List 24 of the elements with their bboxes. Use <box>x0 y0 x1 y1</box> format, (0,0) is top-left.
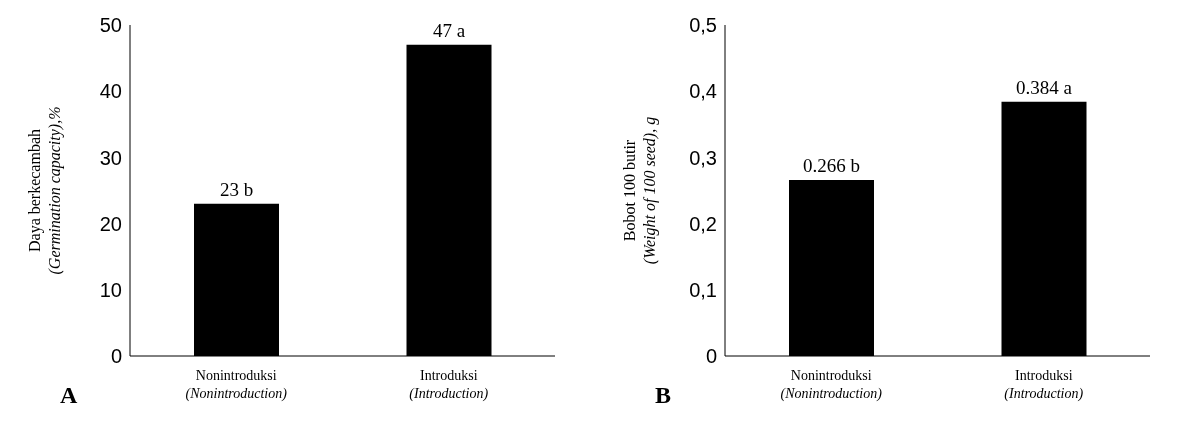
x-tick-label: Introduksi (Introduction) <box>409 368 489 402</box>
y-tick-label: 30 <box>99 146 122 169</box>
y-tick-label: 0 <box>705 345 717 368</box>
x-tick-label: Nonintroduksi (Nonintroduction) <box>780 368 883 402</box>
data-label: 23 b <box>219 178 254 200</box>
y-tick-label: 0,1 <box>689 278 717 301</box>
y-tick-label: 0,4 <box>689 80 717 103</box>
text: A <box>60 382 78 409</box>
y-axis-title: Daya berkecambah (Germination capacity),% <box>26 106 64 275</box>
y-tick-label: 40 <box>99 80 122 103</box>
data-label: 0.384 a <box>1016 76 1073 98</box>
y-tick-label: 0 <box>110 345 122 368</box>
y-tick-label: 0,2 <box>689 212 717 235</box>
data-label: 0.266 b <box>803 154 860 176</box>
text: B <box>655 382 672 409</box>
y-tick-label: 0,3 <box>689 146 717 169</box>
y-tick-label: 10 <box>99 278 122 301</box>
data-label: 47 a <box>432 19 466 41</box>
y-tick-label: 0,5 <box>689 14 717 37</box>
x-tick-label: Nonintroduksi (Nonintroduction) <box>185 368 288 402</box>
y-axis-title: Bobot 100 butir (Weight of 100 seed), g <box>621 116 659 265</box>
y-tick-label: 20 <box>99 212 122 235</box>
x-tick-label: Introduksi (Introduction) <box>1004 368 1084 402</box>
y-tick-label: 50 <box>99 14 122 37</box>
